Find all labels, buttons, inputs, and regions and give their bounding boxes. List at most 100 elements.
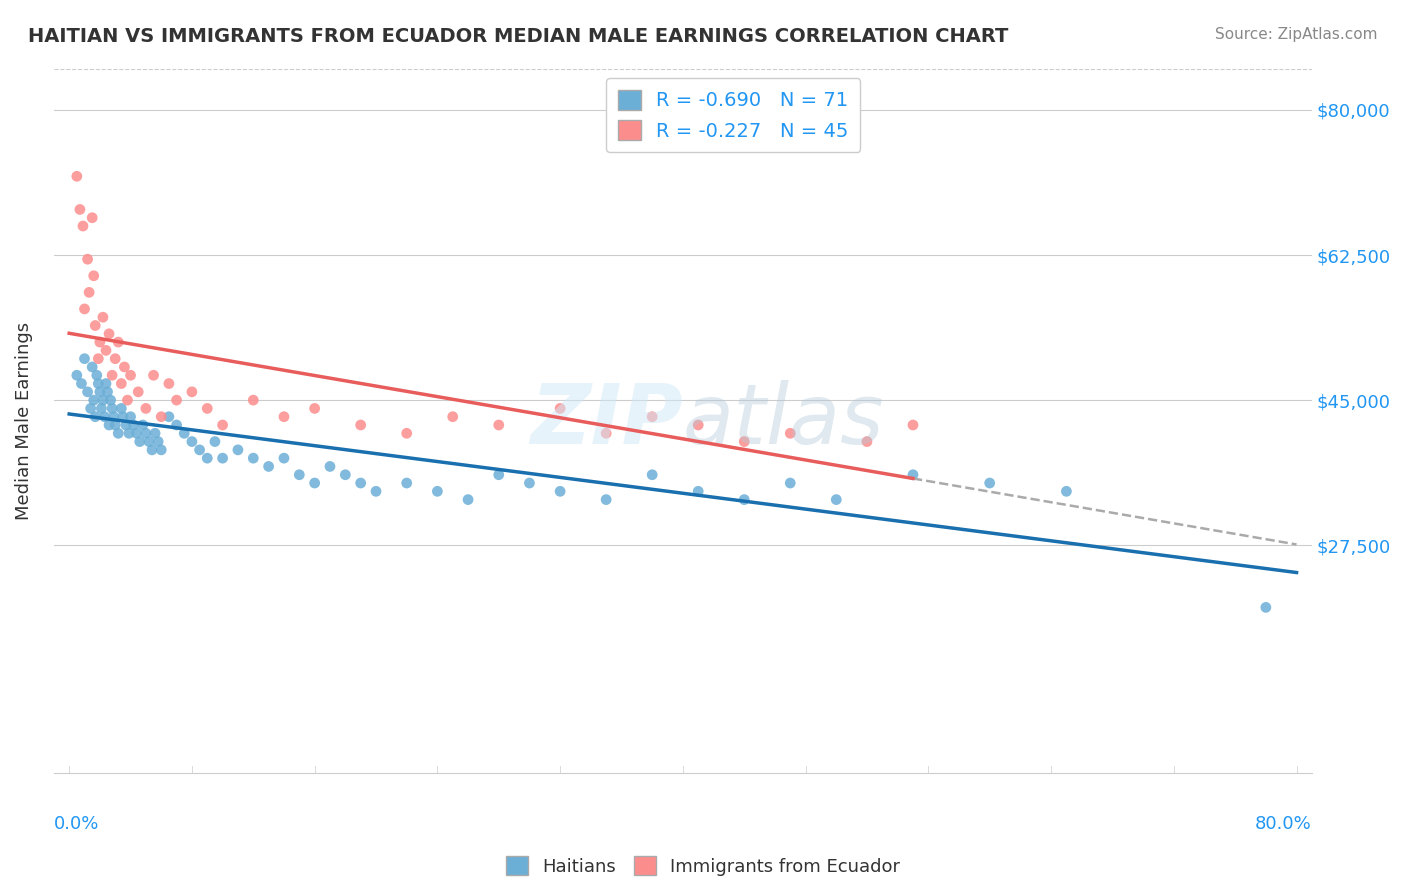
Point (204, 434, 226, 449)
Point (91, 310, 114, 325)
Point (304, 401, 326, 416)
Point (641, 409, 664, 424)
Point (104, 417, 127, 432)
Point (79, 401, 101, 416)
Point (138, 434, 160, 449)
Point (84, 409, 107, 424)
Point (122, 417, 145, 432)
Point (688, 484, 710, 499)
Point (488, 467, 510, 482)
Point (195, 451, 218, 466)
Point (641, 467, 664, 482)
Point (979, 476, 1001, 491)
Point (110, 401, 132, 416)
Point (84, 318, 107, 333)
Point (82, 211, 104, 225)
Point (157, 409, 180, 424)
Point (257, 459, 280, 474)
Point (66, 169, 89, 184)
Text: 0.0%: 0.0% (53, 815, 100, 833)
Point (288, 467, 311, 482)
Point (94, 376, 117, 391)
Point (73, 301, 96, 316)
Point (901, 417, 924, 432)
Point (103, 409, 125, 424)
Text: Source: ZipAtlas.com: Source: ZipAtlas.com (1215, 27, 1378, 42)
Point (242, 451, 264, 466)
Point (141, 442, 163, 457)
Point (273, 451, 295, 466)
Point (350, 476, 373, 491)
Point (87, 351, 110, 366)
Point (441, 409, 464, 424)
Point (107, 335, 129, 350)
Point (548, 484, 571, 499)
Point (115, 417, 138, 432)
Point (128, 434, 150, 449)
Point (457, 492, 479, 507)
Point (77, 285, 100, 300)
Point (104, 351, 127, 366)
Point (146, 434, 169, 449)
Point (779, 426, 801, 441)
Point (90, 401, 112, 416)
Text: atlas: atlas (683, 380, 884, 461)
Point (94, 343, 117, 358)
Point (87, 376, 110, 391)
Point (83, 393, 105, 408)
Point (1254, 600, 1277, 615)
Point (595, 492, 617, 507)
Point (173, 426, 195, 441)
Point (548, 401, 571, 416)
Point (733, 434, 755, 449)
Point (319, 459, 342, 474)
Point (111, 409, 134, 424)
Point (101, 368, 124, 383)
Point (733, 492, 755, 507)
Point (211, 417, 233, 432)
Text: HAITIAN VS IMMIGRANTS FROM ECUADOR MEDIAN MALE EARNINGS CORRELATION CHART: HAITIAN VS IMMIGRANTS FROM ECUADOR MEDIA… (28, 27, 1008, 45)
Point (135, 426, 157, 441)
Point (83, 268, 105, 283)
Point (180, 384, 202, 399)
Point (856, 434, 879, 449)
Point (166, 417, 188, 432)
Point (117, 393, 139, 408)
Point (120, 368, 142, 383)
Point (91, 393, 114, 408)
Point (364, 484, 387, 499)
Point (226, 442, 249, 457)
Point (150, 409, 173, 424)
Legend: Haitians, Immigrants from Ecuador: Haitians, Immigrants from Ecuador (499, 849, 907, 883)
Point (242, 393, 264, 408)
Point (150, 442, 173, 457)
Point (825, 492, 848, 507)
Point (304, 476, 326, 491)
Point (395, 426, 418, 441)
Point (335, 467, 357, 482)
Point (89, 335, 111, 350)
Point (89, 384, 111, 399)
Point (188, 442, 211, 457)
Point (180, 434, 202, 449)
Point (779, 476, 801, 491)
Point (76, 384, 98, 399)
Point (132, 417, 155, 432)
Point (350, 417, 373, 432)
Point (1054, 484, 1077, 499)
Point (488, 417, 510, 432)
Point (519, 476, 541, 491)
Point (66, 368, 89, 383)
Point (98, 326, 121, 341)
Text: ZIP: ZIP (530, 380, 683, 461)
Point (120, 409, 142, 424)
Legend: R = -0.690   N = 71, R = -0.227   N = 45: R = -0.690 N = 71, R = -0.227 N = 45 (606, 78, 860, 153)
Point (125, 426, 148, 441)
Point (118, 426, 141, 441)
Point (70, 376, 93, 391)
Point (166, 393, 188, 408)
Point (98, 417, 121, 432)
Point (93, 409, 115, 424)
Point (273, 409, 295, 424)
Point (76, 252, 98, 267)
